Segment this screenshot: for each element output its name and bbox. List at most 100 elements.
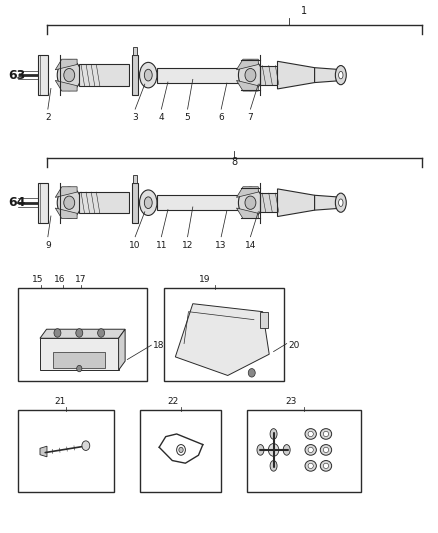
Polygon shape [237,208,258,219]
Circle shape [98,329,105,337]
Ellipse shape [305,429,316,439]
Text: 15: 15 [32,274,43,284]
Polygon shape [40,446,47,457]
Ellipse shape [140,62,157,88]
Ellipse shape [320,429,332,439]
Ellipse shape [283,445,290,455]
Polygon shape [314,195,336,210]
Text: 4: 4 [159,114,164,123]
Ellipse shape [308,463,313,469]
Text: 1: 1 [301,5,307,15]
Text: 5: 5 [185,114,191,123]
Bar [260,66,278,85]
Bar [133,47,137,55]
Text: 9: 9 [45,241,51,250]
Text: 23: 23 [285,397,297,406]
Bar [18,288,147,381]
Bar [38,182,48,223]
Bar [79,192,130,213]
Ellipse shape [308,431,313,437]
Bar [261,312,268,328]
Circle shape [268,443,279,456]
Polygon shape [55,208,77,219]
Ellipse shape [57,60,81,91]
Circle shape [82,441,90,450]
Ellipse shape [336,66,346,85]
Ellipse shape [339,199,343,206]
Circle shape [54,329,61,337]
Bar [132,55,138,95]
Text: 13: 13 [215,241,227,250]
Text: 11: 11 [155,241,167,250]
Text: 8: 8 [231,157,237,166]
Text: 10: 10 [129,241,141,250]
Circle shape [77,366,82,372]
Text: 64: 64 [9,196,26,209]
Ellipse shape [320,461,332,471]
Ellipse shape [339,71,343,79]
Text: 7: 7 [247,114,253,123]
Text: 21: 21 [54,397,65,406]
Text: 19: 19 [199,274,211,284]
Text: 12: 12 [182,241,193,250]
Bar [164,288,285,381]
Polygon shape [55,59,77,70]
Text: 63: 63 [9,69,26,82]
Ellipse shape [320,445,332,455]
Text: 22: 22 [167,397,179,406]
Polygon shape [278,189,314,216]
Polygon shape [314,68,336,83]
Ellipse shape [323,431,328,437]
Text: 17: 17 [75,274,86,284]
Polygon shape [237,59,258,70]
Text: 14: 14 [245,241,256,250]
Ellipse shape [64,196,75,209]
Bar [133,174,137,182]
Polygon shape [40,329,125,338]
Ellipse shape [336,193,346,212]
Ellipse shape [323,463,328,469]
Bar [247,410,361,492]
Ellipse shape [308,447,313,453]
Ellipse shape [257,445,264,455]
Ellipse shape [238,60,262,91]
Polygon shape [278,61,314,89]
Ellipse shape [140,190,157,215]
Ellipse shape [270,429,277,439]
Polygon shape [40,338,119,370]
Bar [157,195,239,210]
Ellipse shape [64,68,75,82]
Polygon shape [55,187,77,197]
Polygon shape [175,304,269,375]
Ellipse shape [57,187,81,218]
Polygon shape [237,80,258,91]
Ellipse shape [179,447,183,453]
Bar [141,410,221,492]
Ellipse shape [323,447,328,453]
Circle shape [76,329,83,337]
Bar [53,352,106,368]
Ellipse shape [145,69,152,81]
Ellipse shape [145,197,152,208]
Ellipse shape [245,196,256,209]
Circle shape [248,368,255,377]
Ellipse shape [238,187,262,218]
Ellipse shape [245,68,256,82]
Bar [38,55,48,95]
Ellipse shape [177,445,185,455]
Polygon shape [119,329,125,370]
Ellipse shape [305,461,316,471]
Bar [18,410,114,492]
Text: 3: 3 [132,114,138,123]
Text: 16: 16 [54,274,65,284]
Bar [260,193,278,212]
Bar [157,68,239,83]
Text: 6: 6 [218,114,224,123]
Text: 18: 18 [152,341,164,350]
Bar [132,182,138,223]
Ellipse shape [270,461,277,471]
Text: 2: 2 [45,114,51,123]
Polygon shape [55,80,77,91]
Polygon shape [237,187,258,197]
Bar [79,64,130,86]
